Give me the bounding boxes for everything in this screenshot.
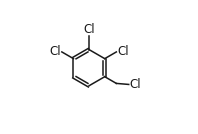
Text: Cl: Cl (130, 78, 141, 91)
Text: Cl: Cl (83, 23, 95, 36)
Text: Cl: Cl (49, 45, 61, 58)
Text: Cl: Cl (117, 45, 129, 58)
